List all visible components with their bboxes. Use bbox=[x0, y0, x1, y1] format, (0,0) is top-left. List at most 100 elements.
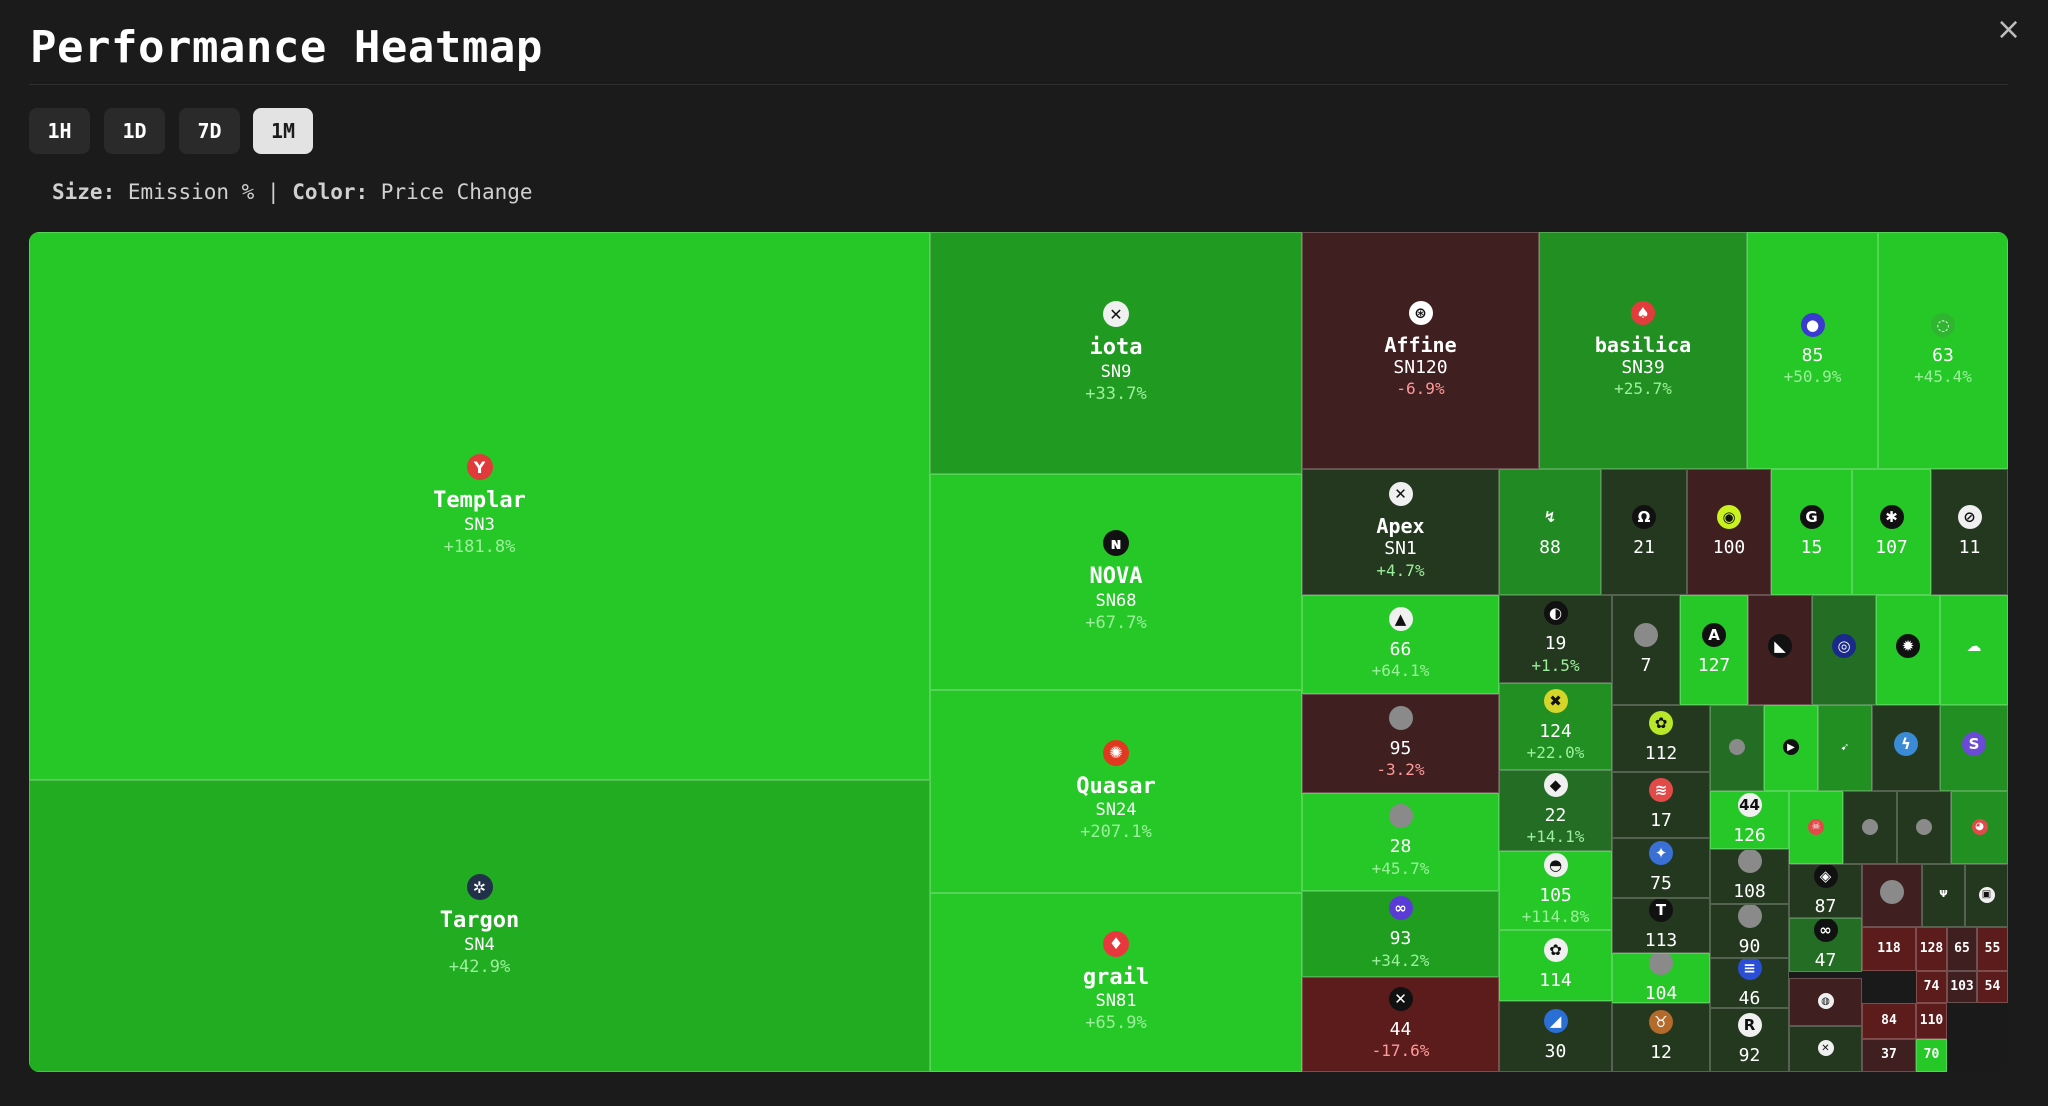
tile-subnet-label: 110 bbox=[1919, 1012, 1944, 1028]
cloud-icon: ☁ bbox=[1966, 637, 1982, 655]
heatmap-tile-u7[interactable]: ➹ bbox=[1818, 705, 1872, 791]
subnet-19-icon: ◐ bbox=[1543, 601, 1568, 626]
placeholder-icon bbox=[1862, 818, 1878, 835]
heatmap-tile-127[interactable]: A 127 bbox=[1680, 595, 1748, 705]
heatmap-tile-113[interactable]: T 113 bbox=[1612, 898, 1710, 953]
close-icon[interactable]: × bbox=[1996, 12, 2022, 47]
heatmap-tile-9[interactable]: ✕ iota SN9 +33.7% bbox=[930, 232, 1302, 474]
heatmap-tile-68[interactable]: ɴ NOVA SN68 +67.7% bbox=[930, 474, 1302, 690]
heatmap-tile-75[interactable]: ✦ 75 bbox=[1612, 838, 1710, 898]
heatmap-tile-63[interactable]: ◌ 63 +45.4% bbox=[1878, 232, 2008, 469]
heatmap-tile-103[interactable]: 103 bbox=[1947, 971, 1977, 1003]
heatmap-tile-u11[interactable] bbox=[1843, 791, 1897, 864]
heatmap-tile-30[interactable]: ◢ 30 bbox=[1499, 1001, 1612, 1072]
heatmap-tile-3[interactable]: Y Templar SN3 +181.8% bbox=[29, 232, 930, 780]
heatmap-tile-u8[interactable]: ϟ bbox=[1872, 705, 1940, 791]
heatmap-tile-90[interactable]: 90 bbox=[1710, 904, 1789, 958]
tile-subnet-label: 103 bbox=[1950, 978, 1974, 994]
heatmap-tile-28[interactable]: 28 +45.7% bbox=[1302, 793, 1499, 891]
x-logo-icon: ✕ bbox=[1817, 1040, 1834, 1056]
heatmap-tile-84[interactable]: 84 bbox=[1862, 1003, 1916, 1039]
heatmap-tile-128[interactable]: 128 bbox=[1916, 927, 1947, 971]
heatmap-tile-u2[interactable]: ◎ bbox=[1812, 595, 1876, 705]
heatmap-tile-104[interactable]: 104 bbox=[1612, 953, 1710, 1003]
subnet-127-icon: A bbox=[1702, 622, 1726, 647]
heatmap-tile-108[interactable]: 108 bbox=[1710, 849, 1789, 904]
heatmap-tile-92[interactable]: R 92 bbox=[1710, 1008, 1789, 1072]
heatmap-tile-47[interactable]: ∞ 47 bbox=[1789, 918, 1862, 972]
heatmap-tile-u15[interactable]: Ψ bbox=[1922, 864, 1965, 927]
heatmap-tile-24[interactable]: ✺ Quasar SN24 +207.1% bbox=[930, 690, 1302, 893]
heatmap-tile-88[interactable]: ↯ 88 bbox=[1499, 469, 1601, 595]
heatmap-tile-u14[interactable] bbox=[1862, 864, 1922, 927]
heatmap-tile-70[interactable]: 70 bbox=[1916, 1039, 1947, 1072]
heatmap-tile-85[interactable]: ● 85 +50.9% bbox=[1747, 232, 1878, 469]
heatmap-tile-124[interactable]: ✖ 124 +22.0% bbox=[1499, 683, 1612, 770]
timeframe-1d-button[interactable]: 1D bbox=[104, 108, 165, 154]
heatmap-tile-95[interactable]: 95 -3.2% bbox=[1302, 694, 1499, 793]
tile-name: grail bbox=[1082, 964, 1150, 990]
heatmap-tile-u3[interactable]: ✹ bbox=[1876, 595, 1940, 705]
heatmap-tile-u5[interactable] bbox=[1710, 705, 1764, 791]
heatmap-tile-22[interactable]: ◆ 22 +14.1% bbox=[1499, 770, 1612, 851]
heatmap-tile-u19[interactable]: ✕ bbox=[1789, 1026, 1862, 1072]
heatmap-tile-u4[interactable]: ☁ bbox=[1940, 595, 2008, 705]
heatmap-tile-u18[interactable]: ◍ bbox=[1789, 978, 1862, 1026]
heatmap-tile-11[interactable]: ⊘ 11 bbox=[1931, 469, 2008, 595]
heatmap-tile-17[interactable]: ≋ 17 bbox=[1612, 772, 1710, 838]
tile-subnet-label: 87 bbox=[1814, 895, 1837, 917]
heatmap-tile-93[interactable]: ∞ 93 +34.2% bbox=[1302, 891, 1499, 977]
tile-price-change: +4.7% bbox=[1376, 560, 1425, 580]
heatmap-tile-126[interactable]: 44 126 bbox=[1710, 791, 1789, 849]
heatmap-tile-19[interactable]: ◐ 19 +1.5% bbox=[1499, 595, 1612, 683]
tile-subnet-label: 7 bbox=[1640, 654, 1652, 676]
timeframe-1m-button[interactable]: 1M bbox=[253, 108, 313, 154]
apex-logo-icon: ✕ bbox=[1388, 482, 1413, 507]
heatmap-tile-7[interactable]: 7 bbox=[1612, 595, 1680, 705]
heatmap-tile-u16[interactable]: ▣ bbox=[1965, 864, 2008, 927]
heatmap-tile-37[interactable]: 37 bbox=[1862, 1039, 1916, 1072]
timeframe-1h-button[interactable]: 1H bbox=[29, 108, 90, 154]
heatmap-tile-114[interactable]: ✿ 114 bbox=[1499, 930, 1612, 1001]
heatmap-tile-120[interactable]: ⊛ Affine SN120 -6.9% bbox=[1302, 232, 1539, 469]
heatmap-tile-4[interactable]: ✲ Targon SN4 +42.9% bbox=[29, 780, 930, 1072]
tile-subnet-label: 113 bbox=[1644, 930, 1678, 952]
heatmap-tile-u12[interactable] bbox=[1897, 791, 1951, 864]
heatmap-tile-107[interactable]: ✱ 107 bbox=[1852, 469, 1931, 595]
heatmap-tile-54[interactable]: 54 bbox=[1977, 971, 2008, 1003]
heatmap-tile-100[interactable]: ◉ 100 bbox=[1687, 469, 1771, 595]
heatmap-tile-39[interactable]: ♠ basilica SN39 +25.7% bbox=[1539, 232, 1747, 469]
subnet-28-icon bbox=[1388, 804, 1413, 829]
subnet-7-icon bbox=[1634, 622, 1658, 647]
heatmap-tile-118[interactable]: 118 bbox=[1862, 927, 1916, 971]
heatmap-tile-110[interactable]: 110 bbox=[1916, 1003, 1947, 1039]
heatmap-tile-81[interactable]: ♦ grail SN81 +65.9% bbox=[930, 893, 1302, 1072]
tile-price-change: +207.1% bbox=[1080, 822, 1152, 843]
heatmap-tile-15[interactable]: G 15 bbox=[1771, 469, 1852, 595]
heatmap-tile-u9[interactable]: S bbox=[1940, 705, 2008, 791]
heatmap-tile-87[interactable]: ◈ 87 bbox=[1789, 864, 1862, 918]
heatmap-tile-u13[interactable]: ◕ bbox=[1951, 791, 2008, 864]
heatmap-tile-55[interactable]: 55 bbox=[1977, 927, 2008, 971]
heatmap-tile-65[interactable]: 65 bbox=[1947, 927, 1977, 971]
tile-subnet-label: 17 bbox=[1650, 809, 1672, 831]
heatmap-tile-u10[interactable]: ☠ bbox=[1789, 791, 1843, 864]
heatmap-tile-u6[interactable]: ▶ bbox=[1764, 705, 1818, 791]
heatmap-tile-112[interactable]: ✿ 112 bbox=[1612, 705, 1710, 772]
heatmap-tile-66[interactable]: ▲ 66 +64.1% bbox=[1302, 595, 1499, 694]
timeframe-7d-button[interactable]: 7D bbox=[179, 108, 240, 154]
heatmap-tile-12[interactable]: ♉ 12 bbox=[1612, 1003, 1710, 1072]
heatmap-tile-44[interactable]: ✕ 44 -17.6% bbox=[1302, 977, 1499, 1072]
tile-price-change: +34.2% bbox=[1371, 950, 1430, 970]
heatmap-tile-1[interactable]: ✕ Apex SN1 +4.7% bbox=[1302, 469, 1499, 595]
heatmap-tile-105[interactable]: ◓ 105 +114.8% bbox=[1499, 851, 1612, 930]
subnet-90-icon bbox=[1737, 905, 1762, 928]
subnet-92-icon: R bbox=[1737, 1012, 1762, 1037]
heatmap-tile-46[interactable]: ≡ 46 bbox=[1710, 958, 1789, 1008]
heatmap-tile-u1[interactable]: ◣ bbox=[1748, 595, 1812, 705]
tile-subnet-label: 105 bbox=[1539, 884, 1572, 906]
tile-price-change: +14.1% bbox=[1526, 827, 1585, 847]
heatmap-tile-21[interactable]: Ω 21 bbox=[1601, 469, 1687, 595]
heatmap-tile-74[interactable]: 74 bbox=[1916, 971, 1947, 1003]
tile-subnet-label: 65 bbox=[1954, 940, 1970, 956]
